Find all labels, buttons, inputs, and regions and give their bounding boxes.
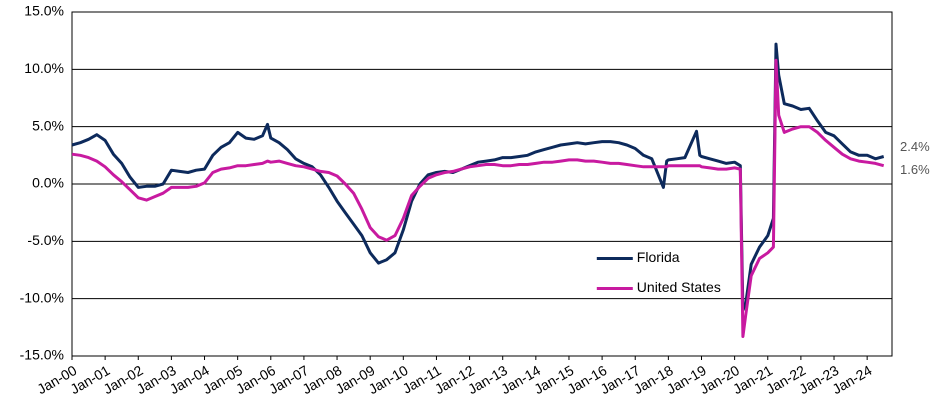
y-tick-label: 10.0% — [24, 60, 64, 76]
y-tick-label: 15.0% — [24, 3, 64, 19]
end-label: 2.4% — [900, 139, 930, 154]
y-tick-label: 0.0% — [32, 175, 64, 191]
legend-label: Florida — [637, 249, 680, 265]
end-label: 1.6% — [900, 162, 930, 177]
series-line — [71, 42, 885, 312]
plot-border — [71, 11, 893, 357]
series-line — [71, 58, 885, 338]
y-tick-label: 5.0% — [32, 117, 64, 133]
y-tick-label: -10.0% — [20, 289, 64, 305]
legend-label: United States — [637, 279, 721, 295]
y-tick-label: -5.0% — [27, 232, 64, 248]
y-tick-label: -15.0% — [20, 347, 64, 363]
